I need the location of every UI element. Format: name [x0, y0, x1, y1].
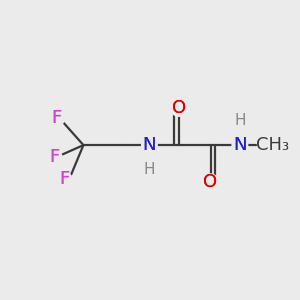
- Text: F: F: [49, 148, 59, 166]
- Text: O: O: [203, 173, 218, 191]
- Circle shape: [142, 137, 157, 153]
- Text: N: N: [233, 136, 247, 154]
- Text: F: F: [49, 148, 59, 166]
- Circle shape: [46, 149, 62, 165]
- Text: N: N: [143, 136, 156, 154]
- Text: H: H: [144, 162, 155, 177]
- Text: O: O: [203, 173, 218, 191]
- Text: F: F: [51, 109, 62, 127]
- Text: O: O: [172, 100, 186, 118]
- Text: O: O: [172, 100, 186, 118]
- Circle shape: [203, 174, 218, 190]
- Text: F: F: [59, 170, 69, 188]
- Text: F: F: [51, 109, 62, 127]
- Text: H: H: [234, 113, 246, 128]
- Text: CH₃: CH₃: [256, 136, 289, 154]
- Circle shape: [49, 110, 64, 126]
- Text: N: N: [143, 136, 156, 154]
- Text: N: N: [233, 136, 247, 154]
- Circle shape: [56, 172, 72, 187]
- Text: F: F: [59, 170, 69, 188]
- Circle shape: [171, 100, 187, 116]
- Circle shape: [232, 137, 248, 153]
